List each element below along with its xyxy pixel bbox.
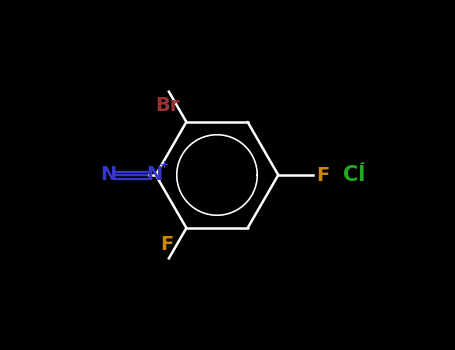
Text: Cl: Cl bbox=[343, 165, 365, 185]
Text: Br: Br bbox=[155, 96, 179, 115]
Text: N: N bbox=[101, 166, 116, 184]
Text: N: N bbox=[146, 166, 162, 184]
Text: F: F bbox=[161, 235, 174, 254]
Text: +: + bbox=[160, 160, 169, 170]
Text: -: - bbox=[360, 157, 365, 170]
Text: F: F bbox=[317, 166, 330, 184]
